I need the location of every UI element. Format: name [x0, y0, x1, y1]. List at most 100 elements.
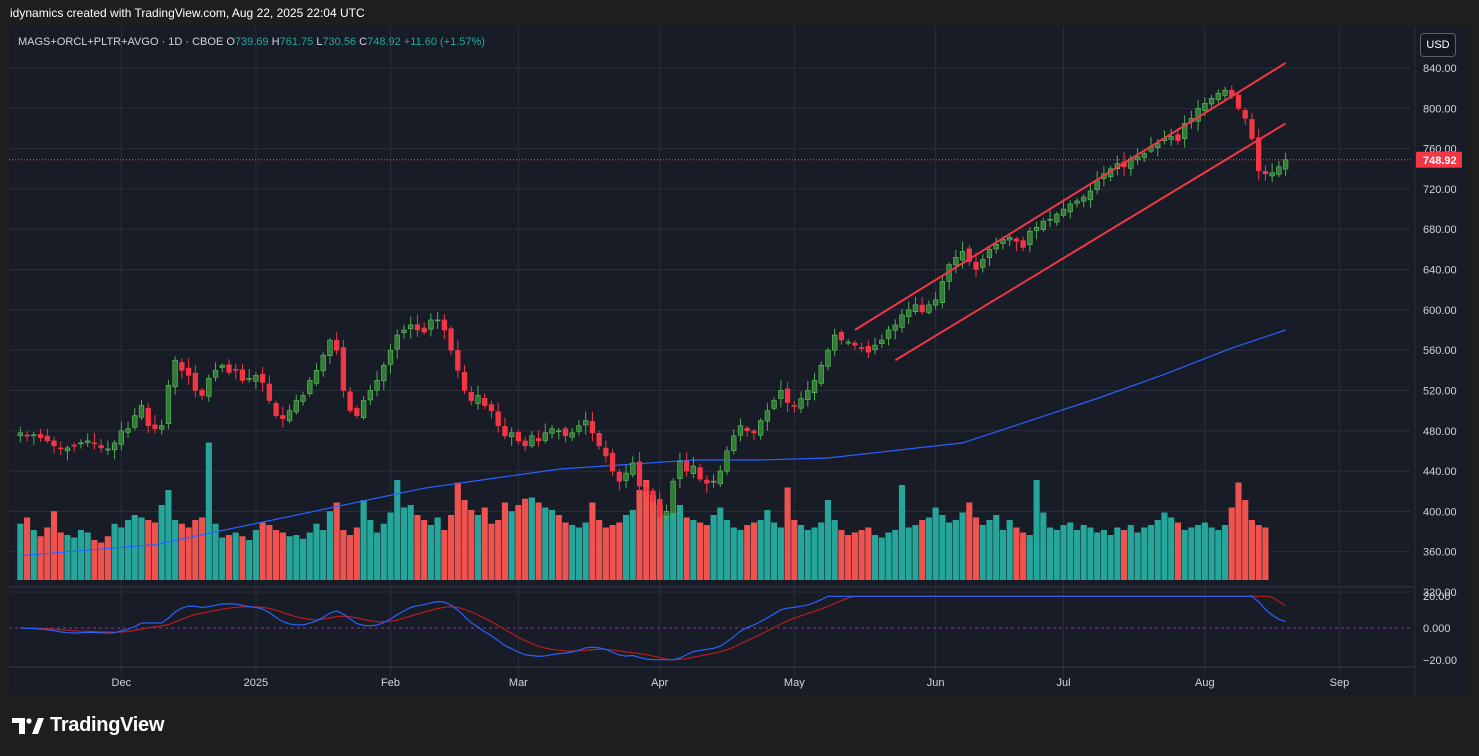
candle-body — [428, 319, 434, 330]
candle-body — [1276, 166, 1282, 175]
candle-body — [44, 435, 50, 442]
volume-bar — [165, 490, 172, 580]
volume-bar — [37, 536, 44, 580]
candle-body — [58, 447, 64, 450]
symbol-label[interactable]: MAGS+ORCL+PLTR+AVGO · 1D · CBOE — [18, 36, 224, 48]
volume-bar — [50, 511, 58, 580]
candle-body — [811, 380, 818, 393]
volume-bar — [1228, 507, 1235, 580]
candle-body — [1027, 230, 1033, 245]
candle-body — [892, 324, 898, 331]
price-tick-label: 680.00 — [1423, 224, 1457, 236]
candle-body — [334, 340, 340, 351]
volume-bar — [797, 525, 805, 580]
candle-body — [522, 440, 528, 447]
volume-bar — [589, 502, 596, 580]
volume-bar — [548, 510, 556, 580]
volume-bar — [1013, 527, 1020, 580]
volume-bar — [932, 507, 939, 580]
macd-line — [20, 595, 1286, 661]
volume-bar — [1080, 525, 1087, 580]
candle-body — [670, 480, 676, 515]
volume-bar — [555, 515, 562, 580]
candle-body — [266, 383, 273, 401]
candle-body — [111, 442, 118, 451]
volume-bar — [219, 537, 226, 580]
volume-bar — [676, 505, 683, 580]
candle-body — [340, 347, 347, 391]
volume-bar — [1094, 532, 1101, 580]
candle-body — [1074, 200, 1080, 204]
candle-body — [85, 440, 91, 443]
candle-body — [744, 427, 750, 432]
candle-body — [1060, 208, 1067, 216]
volume-bar — [1168, 517, 1175, 580]
candle-body — [663, 511, 670, 517]
volume-bar — [373, 532, 381, 580]
volume-bar — [199, 517, 206, 580]
candle-body — [367, 390, 373, 401]
volume-bar — [1161, 512, 1168, 580]
volume-bar — [84, 532, 91, 580]
volume-bar — [104, 536, 111, 580]
volume-bar — [71, 537, 78, 580]
volume-bar — [468, 510, 475, 580]
candle-body — [488, 404, 495, 411]
candle-body — [858, 347, 865, 349]
candle-body — [1047, 218, 1053, 221]
candle-body — [508, 432, 515, 438]
candle-body — [239, 369, 246, 381]
time-tick-label: Dec — [112, 677, 132, 689]
volume-bar — [946, 522, 953, 580]
volume-bar — [98, 542, 105, 580]
volume-bar — [1107, 535, 1114, 580]
volume-bar — [683, 517, 690, 580]
volume-bar — [508, 511, 515, 580]
volume-bar — [596, 520, 603, 580]
ohlc-legend: MAGS+ORCL+PLTR+AVGO · 1D · CBOE O739.69 … — [18, 36, 485, 48]
volume-bar — [737, 530, 744, 580]
volume-bar — [461, 500, 468, 580]
candle-body — [710, 480, 717, 483]
volume-bar — [1262, 527, 1269, 580]
volume-bar — [421, 520, 428, 580]
brand[interactable]: TradingView — [12, 714, 164, 737]
volume-bar — [1255, 525, 1262, 580]
candle-body — [583, 420, 589, 426]
candle-body — [118, 430, 124, 445]
volume-bar — [690, 520, 697, 580]
time-tick-label: 2025 — [244, 677, 268, 689]
currency-button[interactable]: USD — [1420, 33, 1456, 57]
candle-body — [347, 391, 353, 411]
volume-bar — [246, 540, 253, 580]
volume-bar — [481, 507, 488, 580]
volume-bar — [952, 520, 959, 580]
volume-bar — [252, 530, 259, 580]
candle-body — [374, 380, 380, 391]
volume-bar — [1073, 530, 1081, 580]
candle-body — [731, 435, 737, 452]
candle-body — [1235, 94, 1242, 109]
volume-bar — [757, 520, 764, 580]
candle-body — [717, 470, 723, 485]
candle-body — [448, 328, 454, 351]
candle-body — [906, 309, 912, 317]
volume-bar — [259, 522, 266, 580]
volume-bar — [1215, 530, 1222, 580]
volume-bar — [1188, 527, 1195, 580]
candle-body — [192, 372, 199, 391]
volume-bar — [192, 520, 199, 580]
open-value: 739.69 — [234, 36, 269, 48]
time-tick-label: May — [784, 677, 805, 689]
tradingview-logo-icon — [12, 717, 44, 734]
volume-bar — [1006, 520, 1013, 580]
chart-canvas[interactable]: 20.00 0.000 −20.00 320.00 360.00 400.00 440.0… — [9, 27, 1468, 695]
volume-bar — [723, 520, 731, 580]
volume-bar — [1114, 527, 1121, 580]
candle-body — [286, 410, 293, 422]
volume-bar — [730, 527, 737, 580]
volume-bar — [320, 530, 327, 580]
volume-bar — [999, 530, 1007, 580]
time-tick-label: Aug — [1195, 677, 1215, 689]
chart-frame[interactable]: 20.00 0.000 −20.00 320.00 360.00 400.00 440.0… — [9, 27, 1468, 695]
